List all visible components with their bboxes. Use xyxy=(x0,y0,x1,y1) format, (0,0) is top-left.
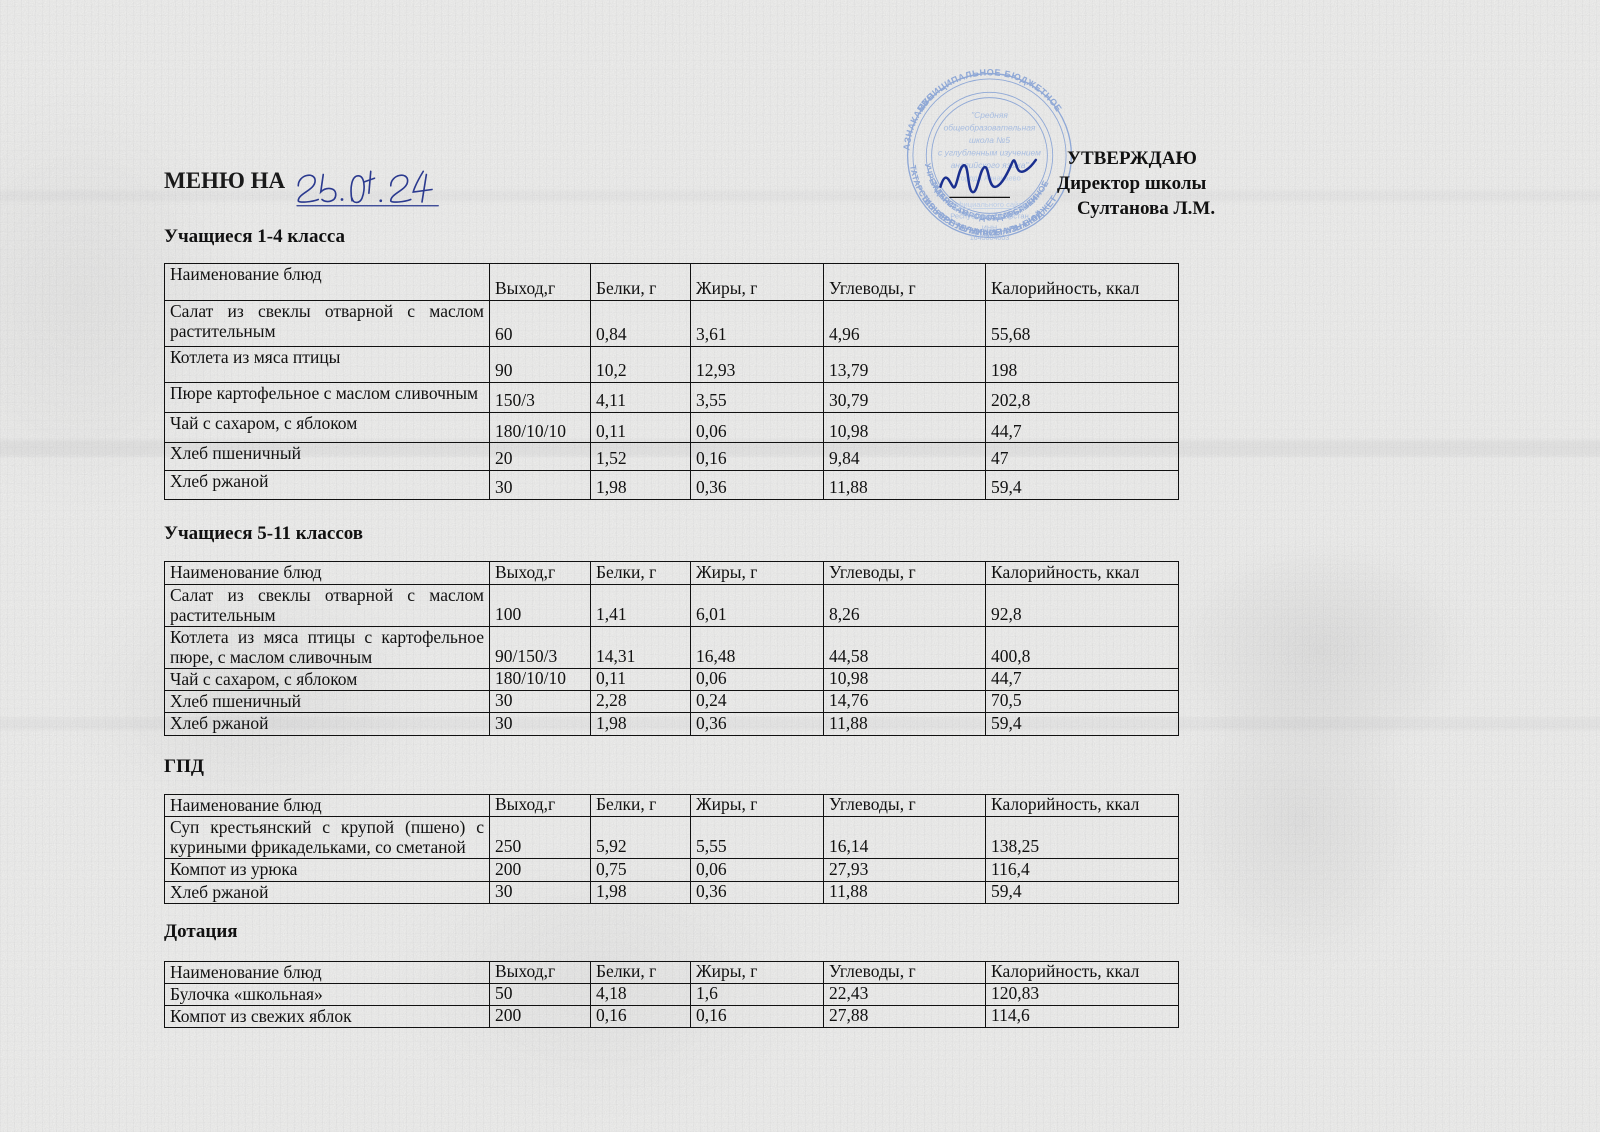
svg-text:1643004003: 1643004003 xyxy=(970,234,1010,242)
svg-text:общеобразовательная: общеобразовательная xyxy=(944,123,1036,133)
svg-text:с углубленным изучением: с углубленным изучением xyxy=(938,148,1041,158)
svg-text:"Средняя: "Средняя xyxy=(971,110,1008,120)
svg-text:Республика Татарстан: Республика Татарстан xyxy=(950,212,1029,221)
svg-text:официального сайта: официального сайта xyxy=(953,200,1026,209)
svg-text:АЗНАКАЕВО: АЗНАКАЕВО xyxy=(901,91,936,151)
svg-text:ИНН: ИНН xyxy=(982,224,997,232)
svg-text:школа №5: школа №5 xyxy=(969,135,1010,145)
svg-text:МУНИЦИПАЛЬНОЕ БЮДЖЕТНОЕ: МУНИЦИПАЛЬНОЕ БЮДЖЕТНОЕ xyxy=(915,67,1064,113)
